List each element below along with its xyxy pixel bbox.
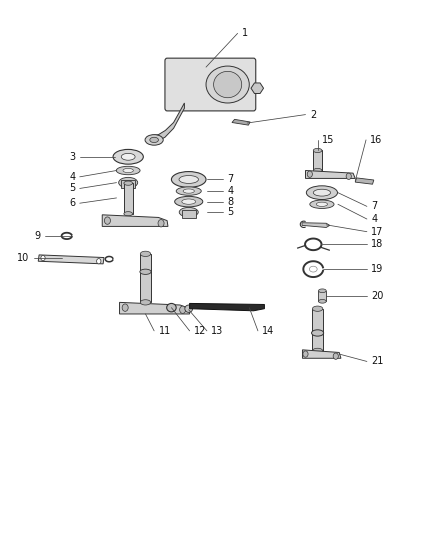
Ellipse shape xyxy=(124,212,133,216)
Ellipse shape xyxy=(113,149,143,164)
Text: 14: 14 xyxy=(262,326,275,336)
Polygon shape xyxy=(232,119,250,125)
Text: 12: 12 xyxy=(194,326,206,336)
Text: 9: 9 xyxy=(35,231,41,241)
Ellipse shape xyxy=(140,251,151,256)
Bar xyxy=(312,309,323,351)
Ellipse shape xyxy=(310,200,334,208)
Ellipse shape xyxy=(206,66,249,103)
Ellipse shape xyxy=(318,300,326,303)
Ellipse shape xyxy=(214,71,242,98)
Text: 7: 7 xyxy=(371,201,378,212)
Text: 18: 18 xyxy=(371,239,384,249)
Ellipse shape xyxy=(306,186,338,199)
Polygon shape xyxy=(251,83,264,93)
Text: 16: 16 xyxy=(371,135,383,145)
Text: 7: 7 xyxy=(228,174,234,184)
Text: 15: 15 xyxy=(322,135,334,145)
Text: 21: 21 xyxy=(371,357,384,367)
Polygon shape xyxy=(303,350,341,358)
Ellipse shape xyxy=(179,175,198,183)
Circle shape xyxy=(104,217,110,224)
Text: 10: 10 xyxy=(18,253,30,263)
Ellipse shape xyxy=(312,348,323,353)
Circle shape xyxy=(303,351,308,357)
Polygon shape xyxy=(102,215,168,227)
Ellipse shape xyxy=(311,330,324,336)
Circle shape xyxy=(307,171,312,177)
Text: 2: 2 xyxy=(310,110,316,119)
FancyBboxPatch shape xyxy=(165,58,256,111)
Text: 5: 5 xyxy=(228,207,234,217)
Polygon shape xyxy=(152,103,184,141)
Polygon shape xyxy=(120,302,190,314)
Ellipse shape xyxy=(176,187,201,195)
Ellipse shape xyxy=(171,172,206,188)
Ellipse shape xyxy=(313,189,331,196)
Circle shape xyxy=(41,255,45,261)
Text: 19: 19 xyxy=(371,264,384,274)
Text: 4: 4 xyxy=(228,186,234,196)
Ellipse shape xyxy=(145,135,163,145)
Polygon shape xyxy=(38,255,104,264)
Text: 6: 6 xyxy=(69,198,75,208)
Text: 17: 17 xyxy=(371,227,384,237)
Ellipse shape xyxy=(182,199,196,204)
Text: 11: 11 xyxy=(159,326,171,336)
Text: 20: 20 xyxy=(371,291,384,301)
Bar xyxy=(182,210,196,218)
Circle shape xyxy=(122,304,128,311)
Polygon shape xyxy=(355,178,374,184)
Bar xyxy=(124,183,133,214)
Circle shape xyxy=(180,306,186,313)
Ellipse shape xyxy=(183,189,194,193)
Circle shape xyxy=(97,259,101,264)
Ellipse shape xyxy=(121,154,135,160)
Ellipse shape xyxy=(312,306,323,311)
Ellipse shape xyxy=(123,168,134,173)
Ellipse shape xyxy=(124,181,133,185)
Text: 4: 4 xyxy=(371,214,378,224)
Text: 13: 13 xyxy=(211,326,223,336)
Polygon shape xyxy=(302,223,330,228)
Bar xyxy=(140,254,151,302)
Text: 1: 1 xyxy=(242,28,248,38)
Ellipse shape xyxy=(179,207,198,217)
Polygon shape xyxy=(305,171,355,179)
Circle shape xyxy=(158,220,164,227)
Circle shape xyxy=(333,353,338,359)
Ellipse shape xyxy=(313,148,322,152)
Text: 8: 8 xyxy=(228,197,234,207)
Polygon shape xyxy=(190,303,265,311)
Ellipse shape xyxy=(117,166,140,175)
Ellipse shape xyxy=(119,177,138,188)
Ellipse shape xyxy=(316,202,328,206)
Circle shape xyxy=(346,173,351,180)
Bar xyxy=(318,291,326,301)
Ellipse shape xyxy=(140,269,151,274)
Text: 5: 5 xyxy=(69,183,75,193)
Text: 3: 3 xyxy=(69,152,75,162)
Ellipse shape xyxy=(167,303,176,312)
Bar xyxy=(313,150,322,171)
Ellipse shape xyxy=(185,305,193,312)
Bar xyxy=(121,180,135,189)
Ellipse shape xyxy=(175,196,203,207)
Text: 4: 4 xyxy=(69,172,75,182)
Ellipse shape xyxy=(318,289,326,293)
Ellipse shape xyxy=(313,168,322,173)
Ellipse shape xyxy=(150,138,159,142)
Ellipse shape xyxy=(140,300,151,305)
